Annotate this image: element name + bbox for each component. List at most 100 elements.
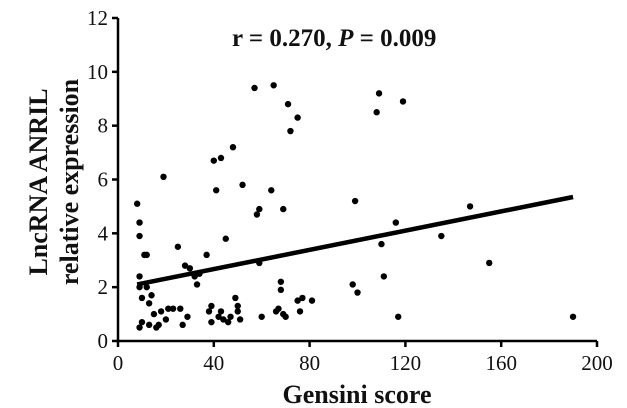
data-point — [208, 318, 215, 326]
data-points — [133, 82, 577, 331]
data-point — [294, 114, 301, 121]
data-point — [251, 84, 258, 92]
data-point — [294, 297, 301, 304]
data-point — [148, 292, 155, 299]
data-point — [253, 211, 261, 218]
x-tick-label: 80 — [299, 351, 320, 375]
data-point — [220, 316, 227, 323]
data-point — [438, 232, 445, 240]
data-point — [392, 219, 400, 226]
data-point — [378, 240, 385, 248]
data-point — [210, 157, 217, 164]
data-point — [165, 305, 172, 312]
data-point — [354, 289, 361, 296]
data-point — [138, 318, 146, 326]
x-tick-label: 40 — [203, 351, 224, 375]
y-tick-label: 12 — [87, 6, 108, 30]
data-point — [205, 308, 213, 315]
x-tick-label: 120 — [390, 351, 422, 375]
x-tick-label: 160 — [485, 351, 517, 375]
data-point — [174, 243, 182, 250]
data-point — [380, 273, 388, 280]
data-point — [136, 219, 143, 226]
y-tick-label: 0 — [98, 329, 109, 353]
data-point — [277, 278, 285, 285]
data-point — [212, 187, 220, 194]
data-point — [136, 232, 143, 240]
data-point — [138, 294, 146, 302]
data-point — [181, 262, 189, 269]
r-text: r = 0.270, — [232, 25, 338, 52]
y-axis-title-line-1: LncRNA ANRIL — [24, 88, 53, 275]
regression-line — [136, 194, 574, 287]
y-axis-title-line-2: relative expression — [55, 78, 84, 285]
x-tick-label: 200 — [581, 351, 613, 375]
data-point — [179, 321, 186, 329]
data-point — [275, 305, 282, 312]
data-point — [229, 144, 237, 151]
data-point — [162, 316, 170, 323]
data-point — [569, 313, 577, 320]
data-point — [208, 302, 215, 310]
data-point — [256, 205, 263, 213]
y-tick-label: 6 — [98, 168, 109, 192]
data-point — [282, 313, 289, 320]
data-point — [351, 197, 359, 205]
data-point — [150, 310, 158, 318]
data-point — [234, 308, 241, 315]
data-point — [215, 313, 222, 320]
y-tick-label: 2 — [98, 275, 109, 299]
data-point — [395, 313, 402, 320]
data-point — [143, 251, 150, 259]
data-point — [186, 265, 194, 272]
data-point — [136, 273, 143, 280]
data-point — [169, 305, 177, 312]
data-point — [234, 302, 241, 310]
data-point — [160, 173, 167, 181]
data-point — [136, 324, 143, 331]
data-point — [270, 82, 277, 89]
data-point — [277, 286, 285, 294]
data-point — [222, 235, 229, 242]
x-ticks: 0 40 80 120 160 200 — [113, 341, 613, 375]
data-point — [486, 259, 493, 267]
y-tick-label: 4 — [98, 221, 109, 245]
data-point — [349, 281, 356, 288]
data-point — [133, 200, 141, 207]
x-tick-label: 0 — [113, 351, 124, 375]
p-text: = 0.009 — [353, 25, 436, 52]
data-point — [203, 251, 210, 259]
data-point — [224, 318, 232, 326]
data-point — [193, 281, 201, 288]
data-point — [239, 181, 246, 189]
data-point — [184, 313, 191, 320]
data-point — [143, 283, 150, 291]
data-point — [227, 313, 234, 320]
data-point — [299, 294, 306, 302]
data-point — [232, 294, 239, 302]
data-point — [155, 321, 162, 329]
y-tick-label: 10 — [87, 60, 108, 84]
y-tick-label: 8 — [98, 114, 109, 138]
data-point — [236, 316, 244, 323]
data-point — [280, 205, 287, 213]
data-point — [466, 203, 474, 210]
data-point — [177, 305, 184, 312]
data-point — [145, 321, 153, 329]
data-point — [217, 308, 225, 315]
data-point — [268, 187, 275, 194]
data-point — [375, 90, 383, 97]
data-point — [296, 308, 304, 315]
data-point — [145, 300, 153, 307]
data-point — [399, 98, 407, 105]
x-axis-title: Gensini score — [282, 380, 431, 408]
data-point — [308, 297, 316, 304]
correlation-annotation: r = 0.270, P = 0.009 — [232, 25, 436, 52]
data-point — [258, 313, 265, 320]
data-point — [373, 109, 380, 116]
data-point — [217, 154, 225, 162]
data-point — [284, 100, 292, 108]
data-point — [287, 127, 294, 135]
data-point — [157, 308, 165, 315]
